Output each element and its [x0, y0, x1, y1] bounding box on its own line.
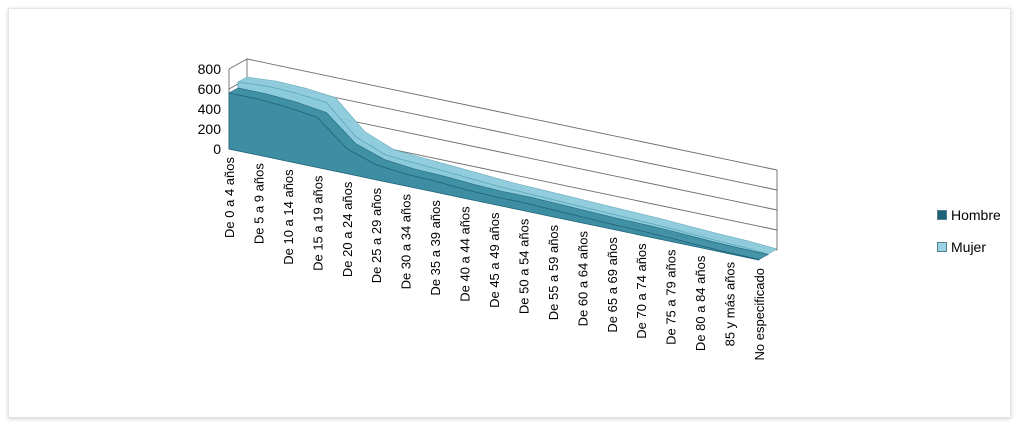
x-tick-label-16: De 80 a 84 años [693, 255, 708, 351]
x-tick-label-7: De 35 a 39 años [428, 200, 443, 296]
series-face-hombre [228, 92, 760, 261]
x-tick-label-14: De 70 a 74 años [634, 243, 649, 339]
x-tick-label-9: De 45 a 49 años [487, 212, 502, 308]
x-tick-label-12: De 60 a 64 años [575, 231, 590, 327]
y-tick-label-0: 0 [213, 141, 221, 157]
legend-swatch-hombre [937, 210, 947, 220]
x-tick-label-18: No especificado [752, 268, 767, 361]
x-tick-label-11: De 55 a 59 años [546, 224, 561, 320]
legend: Hombre Mujer [937, 204, 1001, 268]
x-tick-label-1: De 5 a 9 años [251, 163, 266, 244]
x-tick-label-3: De 15 a 19 años [310, 175, 325, 271]
x-tick-label-17: 85 y más años [723, 261, 738, 346]
legend-swatch-mujer [937, 242, 947, 252]
x-tick-label-4: De 20 a 24 años [340, 181, 355, 277]
y-tick-label-200: 200 [198, 121, 222, 137]
x-tick-label-0: De 0 a 4 años [222, 157, 237, 238]
y-tick-label-800: 800 [198, 61, 222, 77]
x-tick-label-6: De 30 a 34 años [399, 194, 414, 290]
x-tick-label-13: De 65 a 69 años [605, 237, 620, 333]
y-tick-label-600: 600 [198, 81, 222, 97]
x-tick-label-10: De 50 a 54 años [516, 218, 531, 314]
x-tick-label-8: De 40 a 44 años [458, 206, 473, 302]
x-tick-label-5: De 25 a 29 años [369, 187, 384, 283]
x-tick-label-15: De 75 a 79 años [664, 249, 679, 345]
legend-label-hombre: Hombre [951, 207, 1001, 223]
x-tick-label-2: De 10 a 14 años [281, 169, 296, 265]
chart-frame: 0 200 400 600 800 De 0 a 4 años De 5 a 9 años D… [8, 8, 1011, 418]
legend-item-mujer: Mujer [937, 236, 1001, 258]
gridline-800 [246, 58, 778, 171]
legend-item-hombre: Hombre [937, 204, 1001, 226]
y-tick-label-400: 400 [198, 101, 222, 117]
area-chart-3d: 0 200 400 600 800 De 0 a 4 años De 5 a 9 años D… [198, 58, 778, 361]
side-gridline-800 [228, 58, 248, 70]
legend-label-mujer: Mujer [951, 239, 987, 255]
